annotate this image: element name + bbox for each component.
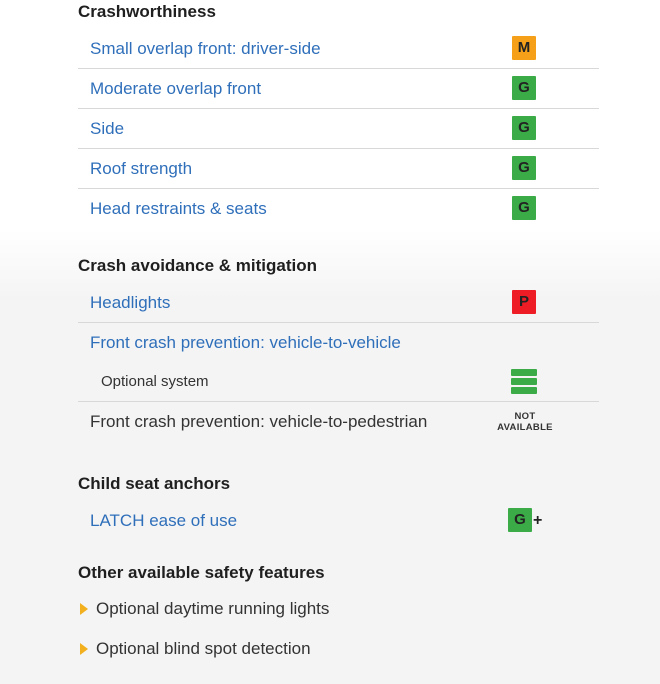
rating-row-small-overlap[interactable]: Small overlap front: driver-side M [78,29,599,69]
not-available-badge: NOT AVAILABLE [488,411,562,433]
rating-link-latch[interactable]: LATCH ease of use [90,511,238,530]
rating-link-front-vehicle[interactable]: Front crash prevention: vehicle-to-vehic… [90,333,401,352]
rating-row-roof-strength[interactable]: Roof strength G [78,149,599,189]
front-pedestrian-label: Front crash prevention: vehicle-to-pedes… [90,412,428,431]
rating-badge-poor: P [512,290,536,314]
not-available-line2: AVAILABLE [497,422,553,433]
not-available-line1: NOT [514,411,536,422]
feature-item-label[interactable]: Optional daytime running lights [96,599,330,618]
crash-avoidance-list: Headlights P Front crash prevention: veh… [78,283,599,441]
superior-bars-icon [511,369,537,395]
rating-row-head-restraints[interactable]: Head restraints & seats G [78,189,599,228]
rating-badge-good: G [512,196,536,220]
rating-link-side[interactable]: Side [90,119,125,138]
rating-row-front-vehicle[interactable]: Front crash prevention: vehicle-to-vehic… [78,323,599,362]
optional-system-label: Optional system [101,373,209,390]
rating-badge-good: G [508,508,532,532]
rating-badge-good: G [512,156,536,180]
other-features-list: Optional daytime running lights Optional… [78,589,599,669]
feature-item[interactable]: Optional daytime running lights [78,589,599,629]
rating-link-roof-strength[interactable]: Roof strength [90,159,193,178]
rating-link-moderate-overlap[interactable]: Moderate overlap front [90,79,262,98]
feature-item[interactable]: Optional blind spot detection [78,629,599,669]
rating-row-optional-system: Optional system [78,362,599,402]
rating-row-moderate-overlap[interactable]: Moderate overlap front G [78,69,599,109]
rating-link-small-overlap[interactable]: Small overlap front: driver-side [90,39,321,58]
child-seat-list: LATCH ease of use G + [78,501,599,540]
rating-plus-suffix: + [533,512,543,529]
crashworthiness-heading: Crashworthiness [78,2,216,21]
rating-link-head-restraints[interactable]: Head restraints & seats [90,199,267,218]
child-seat-heading: Child seat anchors [78,474,231,493]
crashworthiness-list: Small overlap front: driver-side M Moder… [78,29,599,228]
feature-item-label[interactable]: Optional blind spot detection [96,639,311,658]
other-features-heading: Other available safety features [78,563,325,582]
rating-row-side[interactable]: Side G [78,109,599,149]
rating-badge-good: G [512,76,536,100]
rating-link-headlights[interactable]: Headlights [90,293,171,312]
rating-row-front-pedestrian: Front crash prevention: vehicle-to-pedes… [78,402,599,441]
rating-badge-good: G [512,116,536,140]
bullet-triangle-icon [80,643,88,655]
bullet-triangle-icon [80,603,88,615]
rating-row-latch[interactable]: LATCH ease of use G + [78,501,599,540]
rating-row-headlights[interactable]: Headlights P [78,283,599,323]
rating-badge-marginal: M [512,36,536,60]
crash-avoidance-heading: Crash avoidance & mitigation [78,256,317,275]
